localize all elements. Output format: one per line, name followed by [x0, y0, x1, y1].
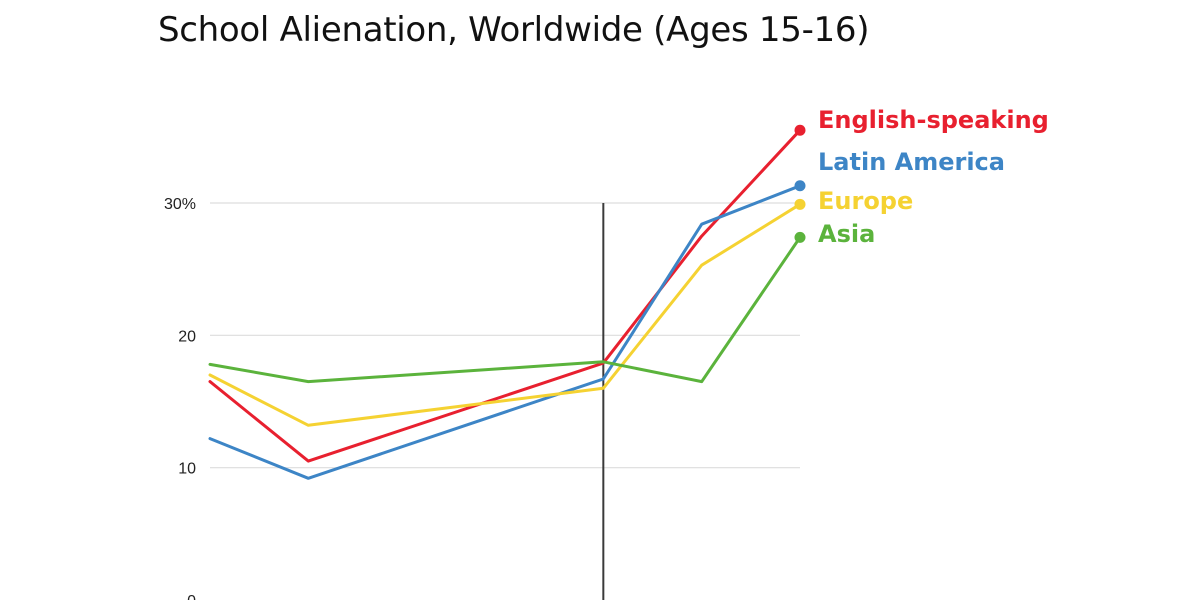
legend: English-speaking Latin America Europe Asia: [818, 106, 1049, 248]
y-tick-label-10: 10: [178, 461, 196, 478]
y-tick-label-30: 30%: [164, 196, 196, 213]
legend-label-latin-america: Latin America: [818, 148, 1005, 176]
y-axis-tick-labels: 0 10 20 30%: [164, 196, 196, 600]
series-line-asia: [208, 235, 802, 384]
series-lines: [208, 124, 806, 480]
y-tick-label-20: 20: [178, 328, 196, 345]
gridlines: [210, 202, 800, 469]
series-line-latin-america: [208, 184, 802, 480]
y-tick-label-0: 0: [187, 593, 196, 600]
series-line-europe: [208, 202, 802, 427]
legend-label-europe: Europe: [818, 187, 913, 215]
legend-label-asia: Asia: [818, 220, 875, 248]
legend-label-english-speaking: English-speaking: [818, 106, 1049, 134]
series-end-point-europe: [794, 198, 806, 210]
series-end-point-english-speaking: [794, 124, 806, 136]
series-end-point-latin-america: [794, 180, 806, 192]
series-end-point-asia: [794, 231, 806, 243]
chart-title: School Alienation, Worldwide (Ages 15-16…: [158, 10, 870, 50]
